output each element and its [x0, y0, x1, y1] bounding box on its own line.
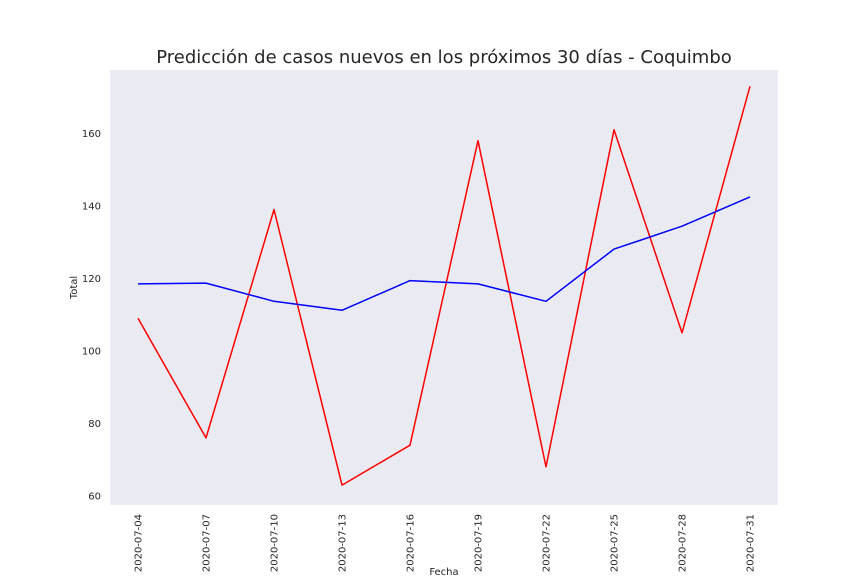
y-tick-label: 60: [88, 491, 101, 502]
series-line-2: [137, 196, 751, 312]
x-tick-label: 2020-07-04: [134, 514, 145, 572]
x-tick-label: 2020-07-19: [474, 514, 485, 572]
x-tick-label: 2020-07-28: [678, 514, 689, 572]
series-line-1: [137, 86, 751, 486]
x-tick-label: 2020-07-16: [406, 514, 417, 572]
series-layer: [137, 86, 751, 486]
y-tick-label: 100: [82, 346, 101, 357]
y-tick-label: 140: [82, 201, 101, 212]
plot-area: [110, 70, 778, 505]
x-tick-label: 2020-07-22: [542, 514, 553, 572]
x-tick-label: 2020-07-25: [610, 514, 621, 572]
y-tick-label: 80: [88, 419, 101, 430]
chart-title: Predicción de casos nuevos en los próxim…: [156, 47, 732, 68]
y-tick-label: 120: [82, 274, 101, 285]
x-axis-label: Fecha: [429, 567, 458, 576]
y-axis-ticks: 60 80 100 120 140 160: [82, 129, 101, 503]
x-tick-label: 2020-07-31: [746, 514, 757, 572]
x-tick-label: 2020-07-13: [338, 514, 349, 572]
x-tick-label: 2020-07-07: [202, 514, 213, 572]
x-axis-ticks: 2020-07-04 2020-07-07 2020-07-10 2020-07-13…: [134, 514, 757, 572]
y-axis-label: Total: [69, 276, 80, 300]
y-tick-label: 160: [82, 129, 101, 140]
x-tick-label: 2020-07-10: [270, 514, 281, 572]
